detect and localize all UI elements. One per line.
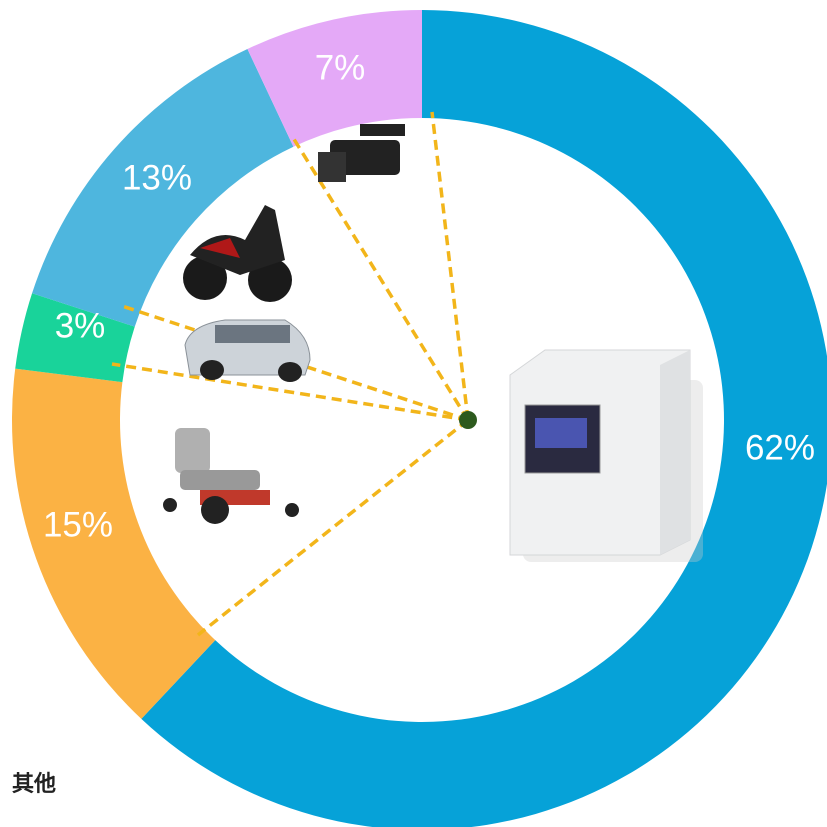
value-label: 3%	[55, 306, 106, 345]
value-label: 62%	[745, 428, 815, 467]
ups-screen	[535, 418, 587, 448]
wheelchair-icon	[163, 428, 299, 524]
chart: 其他 62% 15% 3% 13% 7%	[0, 0, 827, 827]
camera-icon	[318, 124, 405, 182]
ups-side	[660, 350, 690, 555]
donut	[12, 10, 827, 827]
value-label: 7%	[315, 48, 366, 87]
value-label: 13%	[122, 158, 192, 197]
scooter-icon	[183, 205, 292, 302]
value-label: 15%	[43, 505, 113, 544]
hub-dot	[459, 411, 477, 429]
guide-line	[198, 420, 468, 635]
note-label: 其他	[12, 772, 56, 797]
car-icon	[185, 320, 310, 382]
